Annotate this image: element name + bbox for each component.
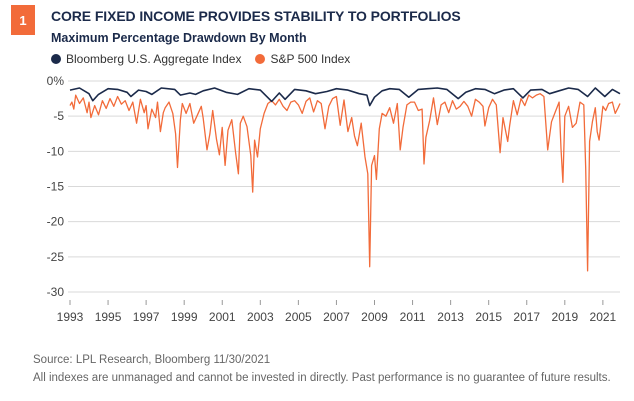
chart-subtitle: Maximum Percentage Drawdown By Month [51,31,307,45]
x-tick-label: 2015 [475,310,502,324]
x-tick-label: 2007 [323,310,350,324]
legend-label-sp500: S&P 500 Index [270,52,351,66]
y-tick-label: -25 [47,250,65,264]
legend-marker-sp500 [255,54,266,64]
series-lines [69,87,621,272]
x-tick-label: 1995 [95,310,122,324]
x-tick-label: 2013 [437,310,464,324]
x-tick-label: 2019 [551,310,578,324]
y-tick-label: -20 [47,215,65,229]
legend-label-bond: Bloomberg U.S. Aggregate Index [66,52,242,66]
x-tick-label: 2003 [247,310,274,324]
source-note: Source: LPL Research, Bloomberg 11/30/20… [33,354,271,366]
series-line-sp500 [69,93,621,272]
disclaimer-note: All indexes are unmanaged and cannot be … [33,372,611,384]
x-tick-label: 2017 [513,310,540,324]
y-tick-label: -5 [53,109,64,123]
drawdown-chart: 0% -5 -10 -15 -20 -25 -30 1993 1995 1997 1999 2001… [47,74,621,324]
y-tick-label: -15 [47,180,65,194]
legend-item-sp500: S&P 500 Index [255,52,350,66]
x-tick-label: 2011 [400,310,426,324]
x-tick-label: 2005 [285,310,312,324]
x-tick-label: 2001 [209,310,236,324]
y-tick-label: 0% [47,74,65,88]
x-tick-label: 1999 [171,310,198,324]
x-axis-ticks: 1993 1995 1997 1999 2001 2003 2005 2007 2009 2011… [57,300,617,324]
chart-title: CORE FIXED INCOME PROVIDES STABILITY TO … [51,8,461,24]
grid-lines [68,80,620,293]
y-axis-ticks: 0% -5 -10 -15 -20 -25 -30 [47,74,65,299]
y-tick-label: -10 [47,144,65,158]
series-line-bond [69,87,621,107]
x-tick-label: 2021 [590,310,617,324]
chart-legend: Bloomberg U.S. Aggregate Index S&P 500 I… [51,52,364,66]
chart-number-badge: 1 [11,5,35,35]
x-tick-label: 1997 [133,310,160,324]
x-tick-label: 2009 [361,310,388,324]
x-tick-label: 1993 [57,310,84,324]
legend-item-bond: Bloomberg U.S. Aggregate Index [51,52,241,66]
y-tick-label: -30 [47,285,65,299]
legend-marker-bond [51,54,61,64]
